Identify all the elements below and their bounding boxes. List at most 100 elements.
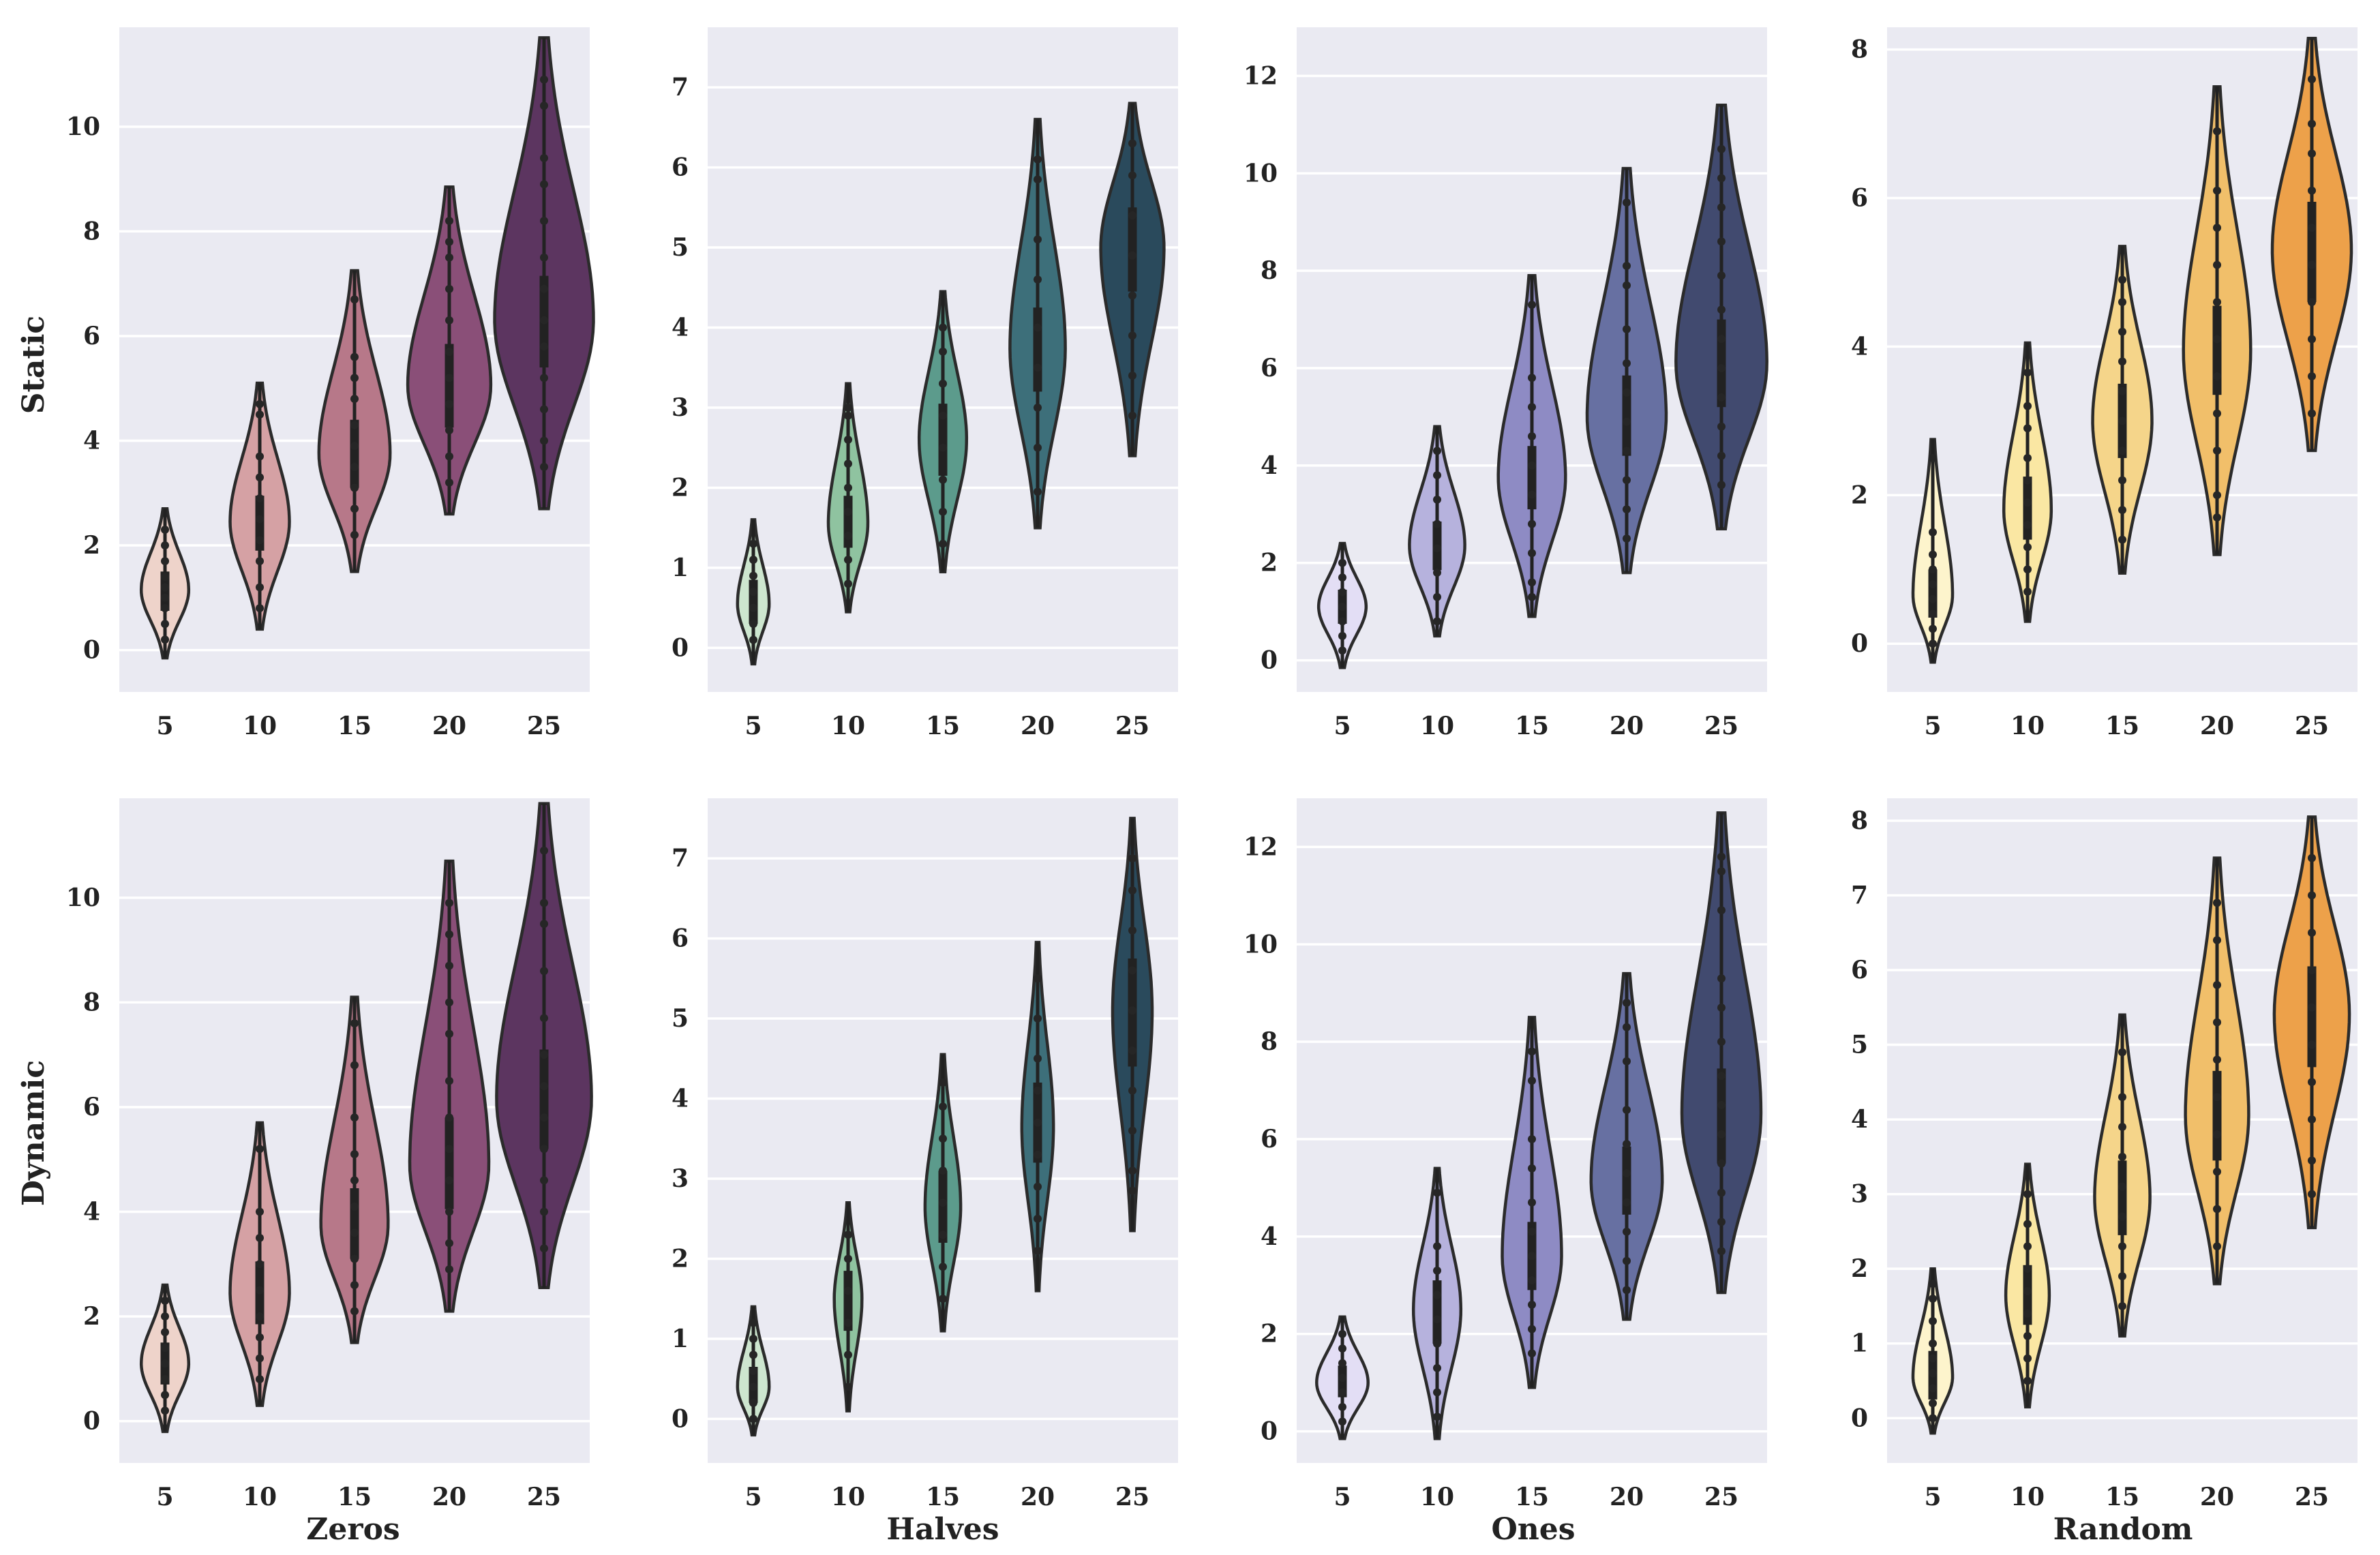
data-point: [540, 1014, 548, 1023]
data-point: [540, 316, 548, 324]
x-tick-label: 10: [1420, 712, 1454, 740]
data-point: [844, 1318, 852, 1327]
data-point: [2308, 1003, 2316, 1012]
data-point: [1623, 505, 1631, 514]
data-point: [1128, 1046, 1136, 1055]
data-point: [256, 1260, 264, 1269]
data-point: [2118, 417, 2126, 425]
data-point: [1623, 198, 1631, 207]
data-point: [540, 374, 548, 382]
data-point: [445, 930, 453, 939]
data-point: [1528, 1349, 1536, 1358]
data-point: [1433, 1188, 1441, 1197]
y-tick-label: 10: [66, 884, 100, 912]
x-tick-label: 20: [2200, 712, 2234, 740]
data-point: [1929, 1414, 1937, 1423]
data-point: [844, 1350, 852, 1359]
data-point: [540, 1176, 548, 1185]
data-point: [2023, 1190, 2032, 1198]
data-point: [2023, 1309, 2032, 1318]
y-tick-label: 12: [1244, 832, 1278, 861]
data-point: [1433, 1413, 1441, 1421]
data-point: [939, 1078, 947, 1087]
data-point: [939, 1231, 947, 1239]
data-point: [1929, 639, 1937, 648]
data-point: [1929, 1399, 1937, 1408]
data-point: [1528, 549, 1536, 558]
data-point: [1717, 422, 1726, 431]
data-point: [1433, 1363, 1441, 1372]
data-point: [1528, 1227, 1536, 1236]
data-point: [445, 961, 453, 970]
data-point: [1528, 1076, 1536, 1085]
data-point: [1433, 447, 1441, 455]
data-point: [939, 323, 947, 332]
panel-dynamic-random: 0 1 2 3 4 5 6 7 8 5 10 15 20 25: [1851, 798, 2358, 1511]
y-tick-label: 6: [83, 322, 100, 350]
y-tick-label: 10: [66, 112, 100, 141]
data-point: [445, 284, 453, 293]
data-point: [1717, 1130, 1726, 1138]
y-tick-label: 2: [83, 1302, 100, 1331]
y-tick-label: 0: [672, 1404, 689, 1433]
data-point: [1338, 1388, 1346, 1397]
data-point: [749, 1334, 757, 1343]
y-tick-label: 4: [672, 314, 689, 342]
data-point: [2118, 357, 2126, 366]
data-point: [2023, 498, 2032, 507]
data-point: [1623, 324, 1631, 333]
y-tick-label: 8: [1261, 256, 1278, 285]
data-point: [1623, 388, 1631, 397]
data-point: [749, 588, 757, 597]
data-point: [256, 1233, 264, 1242]
data-point: [1623, 1286, 1631, 1295]
data-point: [1717, 335, 1726, 344]
data-point: [350, 1019, 359, 1028]
data-point: [161, 635, 169, 644]
data-point: [2118, 506, 2126, 515]
data-point: [1034, 363, 1042, 372]
data-point: [2308, 409, 2316, 418]
y-tick-label: 1: [1851, 1329, 1868, 1358]
data-point: [939, 443, 947, 452]
data-point: [2213, 980, 2221, 989]
data-point: [1717, 906, 1726, 915]
data-point: [1623, 1256, 1631, 1265]
data-point: [445, 237, 453, 246]
data-point: [2023, 368, 2032, 377]
data-point: [1034, 155, 1042, 164]
data-point: [1717, 481, 1726, 489]
data-point: [1128, 171, 1136, 180]
data-point: [445, 1076, 453, 1085]
data-point: [2213, 513, 2221, 522]
x-tick-label: 20: [1610, 1483, 1644, 1511]
data-point: [1929, 1369, 1937, 1378]
data-point: [540, 1051, 548, 1059]
data-point: [1929, 1384, 1937, 1393]
data-point: [1717, 174, 1726, 183]
data-point: [1717, 1159, 1726, 1168]
data-point: [1717, 1218, 1726, 1226]
data-point: [161, 1297, 169, 1305]
data-point: [445, 374, 453, 382]
data-point: [350, 462, 359, 471]
data-point: [2213, 372, 2221, 381]
y-tick-label: 0: [1851, 1404, 1868, 1432]
data-point: [1433, 495, 1441, 504]
x-tick-label: 15: [1515, 712, 1549, 740]
panel-dynamic-halves: 0 1 2 3 4 5 6 7 5 10 15 20 25: [672, 798, 1178, 1511]
data-point: [2213, 491, 2221, 500]
data-point: [1623, 262, 1631, 270]
data-point: [1128, 1166, 1136, 1175]
data-point: [1623, 447, 1631, 455]
data-point: [2308, 1040, 2316, 1049]
data-point: [1623, 999, 1631, 1007]
data-point: [2118, 327, 2126, 336]
data-point: [2308, 224, 2316, 232]
x-tick-label: 10: [2010, 1483, 2045, 1511]
data-point: [1528, 1300, 1536, 1309]
y-tick-label: 1: [672, 554, 689, 582]
data-point: [2308, 260, 2316, 269]
data-point: [445, 478, 453, 487]
data-point: [2023, 1242, 2032, 1251]
